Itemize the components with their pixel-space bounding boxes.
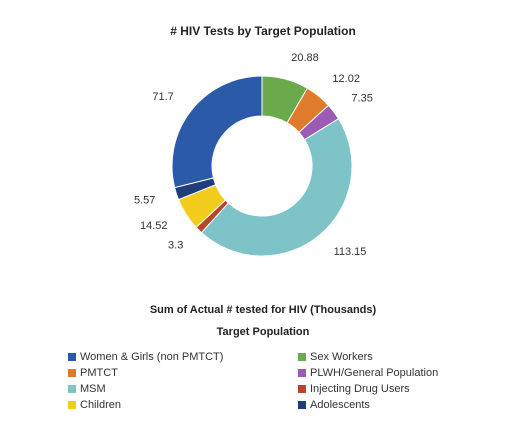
data-label: 7.35 xyxy=(351,92,372,104)
legend-label: Adolescents xyxy=(310,399,370,411)
data-label: 3.3 xyxy=(168,240,183,252)
data-label: 12.02 xyxy=(332,73,360,85)
legend-title: Target Population xyxy=(217,326,310,338)
donut-slice xyxy=(171,75,263,189)
legend-label: PLWH/General Population xyxy=(310,367,438,379)
legend-label: Sex Workers xyxy=(310,351,373,363)
data-label: 14.52 xyxy=(140,220,168,232)
donut-slice xyxy=(200,118,353,257)
axis-label: Sum of Actual # tested for HIV (Thousand… xyxy=(150,304,377,316)
legend-swatch xyxy=(298,353,306,361)
legend-swatch xyxy=(68,353,76,361)
legend-label: MSM xyxy=(80,383,106,395)
data-label: 71.7 xyxy=(152,91,173,103)
donut-slice xyxy=(174,177,217,201)
legend-swatch xyxy=(298,385,306,393)
legend-swatch xyxy=(298,369,306,377)
data-label: 20.88 xyxy=(291,52,319,64)
legend-label: Women & Girls (non PMTCT) xyxy=(80,351,223,363)
data-label: 113.15 xyxy=(334,246,367,258)
legend-swatch xyxy=(298,401,306,409)
data-label: 5.57 xyxy=(134,194,155,206)
legend-swatch xyxy=(68,401,76,409)
legend-swatch xyxy=(68,385,76,393)
legend-label: PMTCT xyxy=(80,367,118,379)
legend-swatch xyxy=(68,369,76,377)
chart-title: # HIV Tests by Target Population xyxy=(170,24,356,38)
legend-label: Injecting Drug Users xyxy=(310,383,410,395)
legend-label: Children xyxy=(80,399,121,411)
